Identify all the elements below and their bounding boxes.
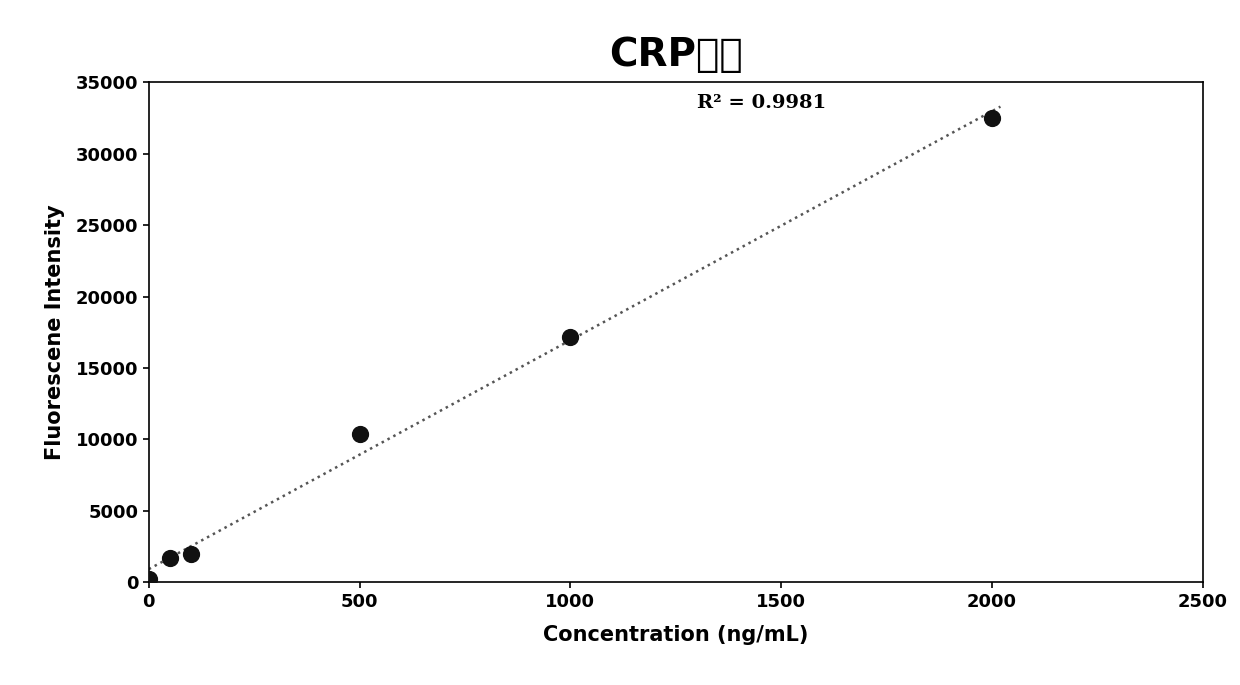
Title: CRP检测: CRP检测 <box>609 36 743 73</box>
Text: R² = 0.9981: R² = 0.9981 <box>697 94 826 112</box>
Point <box>982 112 1002 123</box>
Point <box>160 553 180 564</box>
Point <box>139 574 159 585</box>
Point <box>350 428 370 439</box>
X-axis label: Concentration (ng/mL): Concentration (ng/mL) <box>543 625 808 645</box>
Point <box>181 548 201 559</box>
Point <box>560 331 580 342</box>
Y-axis label: Fluorescene Intensity: Fluorescene Intensity <box>45 204 64 460</box>
